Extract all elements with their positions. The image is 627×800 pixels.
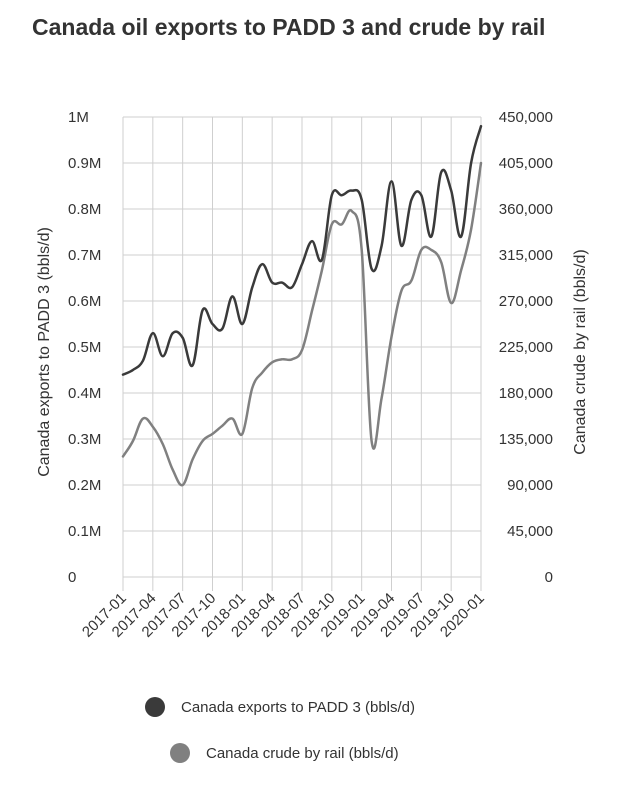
- legend-label-rail: Canada crude by rail (bbls/d): [206, 745, 399, 762]
- right-tick-label: 360,000: [499, 201, 553, 218]
- left-tick-label: 0: [68, 569, 76, 586]
- chart-title: Canada oil exports to PADD 3 and crude b…: [32, 14, 546, 40]
- left-y-axis-ticks: 0 0.1M 0.2M 0.3M 0.4M 0.5M 0.6M 0.7M 0.8M 0.9M 1M: [68, 109, 101, 586]
- left-tick-label: 0.4M: [68, 385, 101, 402]
- right-tick-label: 405,000: [499, 155, 553, 172]
- legend-marker-rail: [170, 743, 190, 763]
- left-tick-label: 1M: [68, 109, 89, 126]
- left-tick-label: 0.5M: [68, 339, 101, 356]
- left-tick-label: 0.3M: [68, 431, 101, 448]
- right-tick-label: 135,000: [499, 431, 553, 448]
- right-tick-label: 450,000: [499, 109, 553, 126]
- left-tick-label: 0.1M: [68, 523, 101, 540]
- left-tick-label: 0.2M: [68, 477, 101, 494]
- x-axis-ticks: 2017-012017-042017-072017-102018-012018-…: [79, 590, 488, 641]
- right-tick-label: 45,000: [507, 523, 553, 540]
- left-tick-label: 0.8M: [68, 201, 101, 218]
- rail-series-line: [121, 161, 483, 487]
- legend-marker-exports: [145, 697, 165, 717]
- legend: Canada exports to PADD 3 (bbls/d) Canada…: [145, 697, 415, 763]
- exports-series-line: [121, 124, 483, 376]
- right-tick-label: 0: [545, 569, 553, 586]
- left-tick-label: 0.9M: [68, 155, 101, 172]
- grid-lines: [122, 116, 482, 591]
- left-axis-title: Canada exports to PADD 3 (bbls/d): [36, 227, 53, 477]
- right-tick-label: 90,000: [507, 477, 553, 494]
- right-tick-label: 270,000: [499, 293, 553, 310]
- left-tick-label: 0.7M: [68, 247, 101, 264]
- legend-label-exports: Canada exports to PADD 3 (bbls/d): [181, 699, 415, 716]
- right-tick-label: 225,000: [499, 339, 553, 356]
- right-axis-title: Canada crude by rail (bbls/d): [572, 249, 589, 454]
- right-tick-label: 315,000: [499, 247, 553, 264]
- right-tick-label: 180,000: [499, 385, 553, 402]
- left-tick-label: 0.6M: [68, 293, 101, 310]
- right-y-axis-ticks: 0 45,000 90,000 135,000 180,000 225,000 270,00…: [499, 109, 553, 586]
- series-lines: [121, 124, 483, 487]
